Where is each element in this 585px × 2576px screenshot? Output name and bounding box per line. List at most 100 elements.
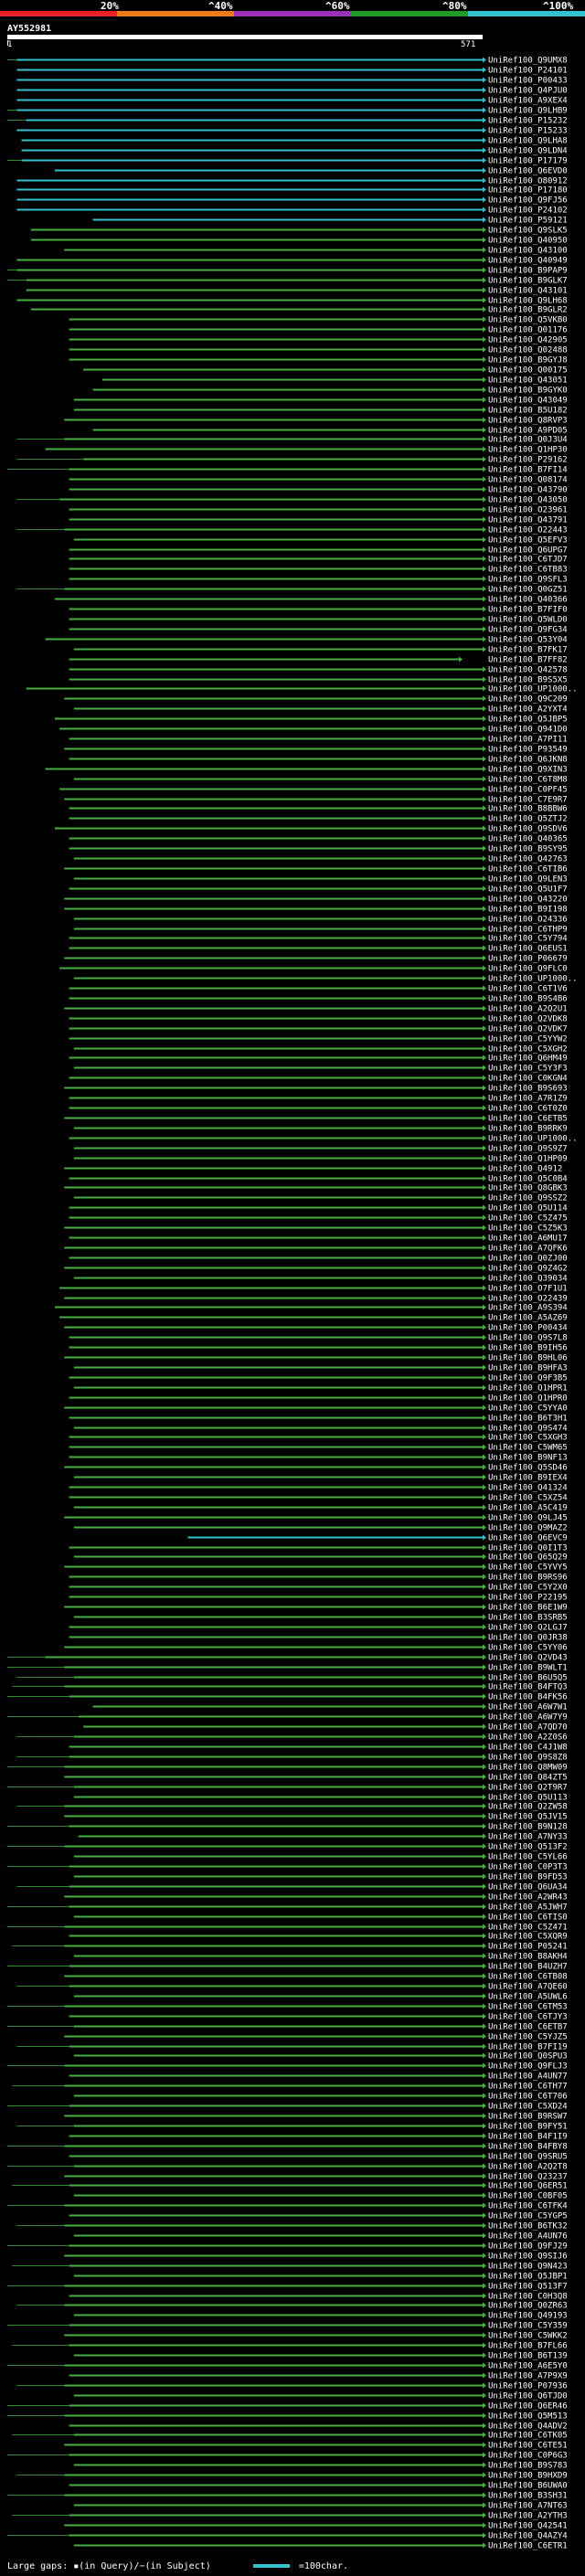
hit-row[interactable]: UniRef100_Q6ER51 (12, 2182, 568, 2191)
hit-row[interactable]: UniRef100_B9I198 (64, 906, 568, 915)
hit-row[interactable]: UniRef100_B6T139 (73, 2352, 568, 2361)
hit-row[interactable]: UniRef100_Q1HPR1 (73, 1384, 568, 1394)
hit-label[interactable]: UniRef100_C5Z5K3 (488, 1224, 568, 1234)
hit-label[interactable]: UniRef100_C6TB83 (488, 566, 568, 575)
hit-label[interactable]: UniRef100_Q0JR38 (488, 1634, 568, 1643)
hit-label[interactable]: UniRef100_B6E1W9 (488, 1604, 568, 1613)
hit-label[interactable]: UniRef100_C5YY06 (488, 1644, 568, 1653)
hit-row[interactable]: UniRef100_P24102 (16, 207, 568, 216)
hit-label[interactable]: UniRef100_P29162 (488, 456, 568, 465)
hit-label[interactable]: UniRef100_O24336 (488, 916, 568, 925)
hit-row[interactable]: UniRef100_B9NF13 (69, 1454, 568, 1463)
hit-row[interactable]: UniRef100_Q9SIJ6 (64, 2253, 568, 2262)
hit-row[interactable]: UniRef100_Q9LHB9 (7, 107, 568, 116)
hit-row[interactable]: UniRef100_Q2ZW58 (16, 1803, 568, 1812)
hit-label[interactable]: UniRef100_Q1HP30 (488, 446, 568, 455)
hit-label[interactable]: UniRef100_Q23237 (488, 2173, 568, 2182)
hit-row[interactable]: UniRef100_Q5U114 (69, 1204, 568, 1214)
hit-row[interactable]: UniRef100_Q43791 (69, 516, 568, 525)
hit-row[interactable]: UniRef100_A9S394 (55, 1304, 568, 1313)
hit-label[interactable]: UniRef100_B7FF82 (488, 656, 568, 665)
hit-row[interactable]: UniRef100_O7F1U1 (59, 1285, 568, 1294)
hit-row[interactable]: UniRef100_C5Z5K3 (64, 1224, 568, 1234)
hit-label[interactable]: UniRef100_B7FIF0 (488, 606, 568, 615)
hit-row[interactable]: UniRef100_Q40949 (16, 257, 568, 266)
hit-label[interactable]: UniRef100_P24101 (488, 67, 568, 76)
hit-row[interactable]: UniRef100_C0P3T3 (7, 1863, 568, 1872)
hit-row[interactable]: UniRef100_Q42905 (69, 336, 568, 345)
hit-row[interactable]: UniRef100_Q9LDN4 (21, 147, 568, 156)
hit-row[interactable]: UniRef100_Q5JV15 (64, 1813, 568, 1822)
hit-row[interactable]: UniRef100_Q513F2 (7, 1843, 568, 1852)
hit-label[interactable]: UniRef100_Q9XIN3 (488, 766, 568, 775)
hit-row[interactable]: UniRef100_C6T706 (73, 2093, 568, 2102)
hit-label[interactable]: UniRef100_O23961 (488, 506, 568, 515)
hit-label[interactable]: UniRef100_Q2T9R7 (488, 1784, 568, 1793)
hit-row[interactable]: UniRef100_C6TIS0 (73, 1913, 568, 1923)
hit-label[interactable]: UniRef100_B8BBW6 (488, 805, 568, 814)
hit-label[interactable]: UniRef100_B6T3H1 (488, 1415, 568, 1424)
hit-row[interactable]: UniRef100_Q4AZY4 (7, 2532, 568, 2541)
hit-row[interactable]: UniRef100_C6THP9 (73, 926, 568, 935)
hit-row[interactable]: UniRef100_C0PF45 (59, 786, 568, 795)
hit-row[interactable]: UniRef100_Q513F7 (7, 2283, 568, 2292)
hit-row[interactable]: UniRef100_Q6EVC9 (187, 1534, 568, 1543)
hit-row[interactable]: UniRef100_Q00175 (83, 366, 568, 376)
hit-label[interactable]: UniRef100_Q43791 (488, 516, 568, 525)
hit-label[interactable]: UniRef100_P17180 (488, 186, 568, 196)
hit-label[interactable]: UniRef100_C5Y3F3 (488, 1065, 568, 1074)
hit-label[interactable]: UniRef100_UP1000.. (488, 975, 578, 984)
hit-label[interactable]: UniRef100_A9S394 (488, 1304, 568, 1313)
hit-row[interactable]: UniRef100_A5AZ69 (59, 1314, 568, 1323)
hit-row[interactable]: UniRef100_Q2VD43 (7, 1654, 568, 1663)
hit-label[interactable]: UniRef100_Q40366 (488, 596, 568, 605)
hit-row[interactable]: UniRef100_B7FI19 (16, 2043, 568, 2052)
hit-label[interactable]: UniRef100_C5YGP5 (488, 2212, 568, 2221)
hit-row[interactable]: UniRef100_C6TJD7 (69, 556, 568, 565)
hit-row[interactable]: UniRef100_Q9S474 (73, 1425, 568, 1434)
hit-row[interactable]: UniRef100_Q9SDV6 (55, 825, 568, 834)
hit-label[interactable]: UniRef100_C6T0Z0 (488, 1105, 568, 1114)
hit-row[interactable]: UniRef100_A7QFK6 (64, 1245, 568, 1254)
hit-row[interactable]: UniRef100_UP1000.. (26, 685, 578, 694)
hit-row[interactable]: UniRef100_Q49193 (73, 2312, 568, 2321)
hit-label[interactable]: UniRef100_C4J1W8 (488, 1744, 568, 1753)
hit-label[interactable]: UniRef100_Q0ZR63 (488, 2302, 568, 2311)
hit-label[interactable]: UniRef100_B4UZH7 (488, 1963, 568, 1972)
hit-label[interactable]: UniRef100_B9N128 (488, 1823, 568, 1832)
hit-row[interactable]: UniRef100_Q43051 (102, 376, 568, 386)
hit-row[interactable]: UniRef100_A2YTH3 (12, 2512, 568, 2521)
hit-row[interactable]: UniRef100_A7R1Z9 (69, 1095, 568, 1104)
hit-row[interactable]: UniRef100_Q43050 (16, 496, 568, 505)
hit-row[interactable]: UniRef100_Q41324 (69, 1484, 568, 1493)
hit-label[interactable]: UniRef100_A7NY33 (488, 1833, 568, 1842)
hit-label[interactable]: UniRef100_Q513F2 (488, 1843, 568, 1852)
hit-label[interactable]: UniRef100_B9SY95 (488, 845, 568, 854)
hit-label[interactable]: UniRef100_Q43050 (488, 496, 568, 505)
hit-label[interactable]: UniRef100_B7FK17 (488, 646, 568, 655)
hit-row[interactable]: UniRef100_A4UN77 (69, 2072, 568, 2082)
hit-row[interactable]: UniRef100_Q6UPG7 (69, 546, 568, 556)
hit-row[interactable]: UniRef100_Q5JBP1 (73, 2273, 568, 2282)
hit-label[interactable]: UniRef100_C0BF05 (488, 2192, 568, 2201)
hit-label[interactable]: UniRef100_B7FI14 (488, 466, 568, 475)
hit-row[interactable]: UniRef100_Q43220 (64, 896, 568, 905)
hit-row[interactable]: UniRef100_Q42541 (64, 2522, 568, 2531)
hit-row[interactable]: UniRef100_O22443 (16, 526, 568, 535)
hit-label[interactable]: UniRef100_Q6EVC9 (488, 1534, 568, 1543)
hit-row[interactable]: UniRef100_A2Q2U1 (64, 1005, 568, 1014)
hit-row[interactable]: UniRef100_B9S783 (73, 2462, 568, 2471)
hit-row[interactable]: UniRef100_Q01176 (69, 326, 568, 335)
hit-label[interactable]: UniRef100_Q9FG34 (488, 626, 568, 635)
hit-row[interactable]: UniRef100_Q6ER46 (7, 2402, 568, 2412)
hit-row[interactable]: UniRef100_Q2LGJ7 (69, 1624, 568, 1633)
hit-label[interactable]: UniRef100_B9S783 (488, 2462, 568, 2471)
hit-row[interactable]: UniRef100_P22195 (69, 1594, 568, 1603)
hit-label[interactable]: UniRef100_Q0GZ51 (488, 586, 568, 595)
hit-row[interactable]: UniRef100_A5UWL6 (73, 1993, 568, 2002)
hit-label[interactable]: UniRef100_Q40365 (488, 835, 568, 844)
hit-label[interactable]: UniRef100_Q42578 (488, 666, 568, 675)
hit-row[interactable]: UniRef100_A2WR43 (64, 1893, 568, 1903)
hit-label[interactable]: UniRef100_A6E5Y0 (488, 2362, 568, 2371)
hit-label[interactable]: UniRef100_C5YJZ5 (488, 2033, 568, 2042)
